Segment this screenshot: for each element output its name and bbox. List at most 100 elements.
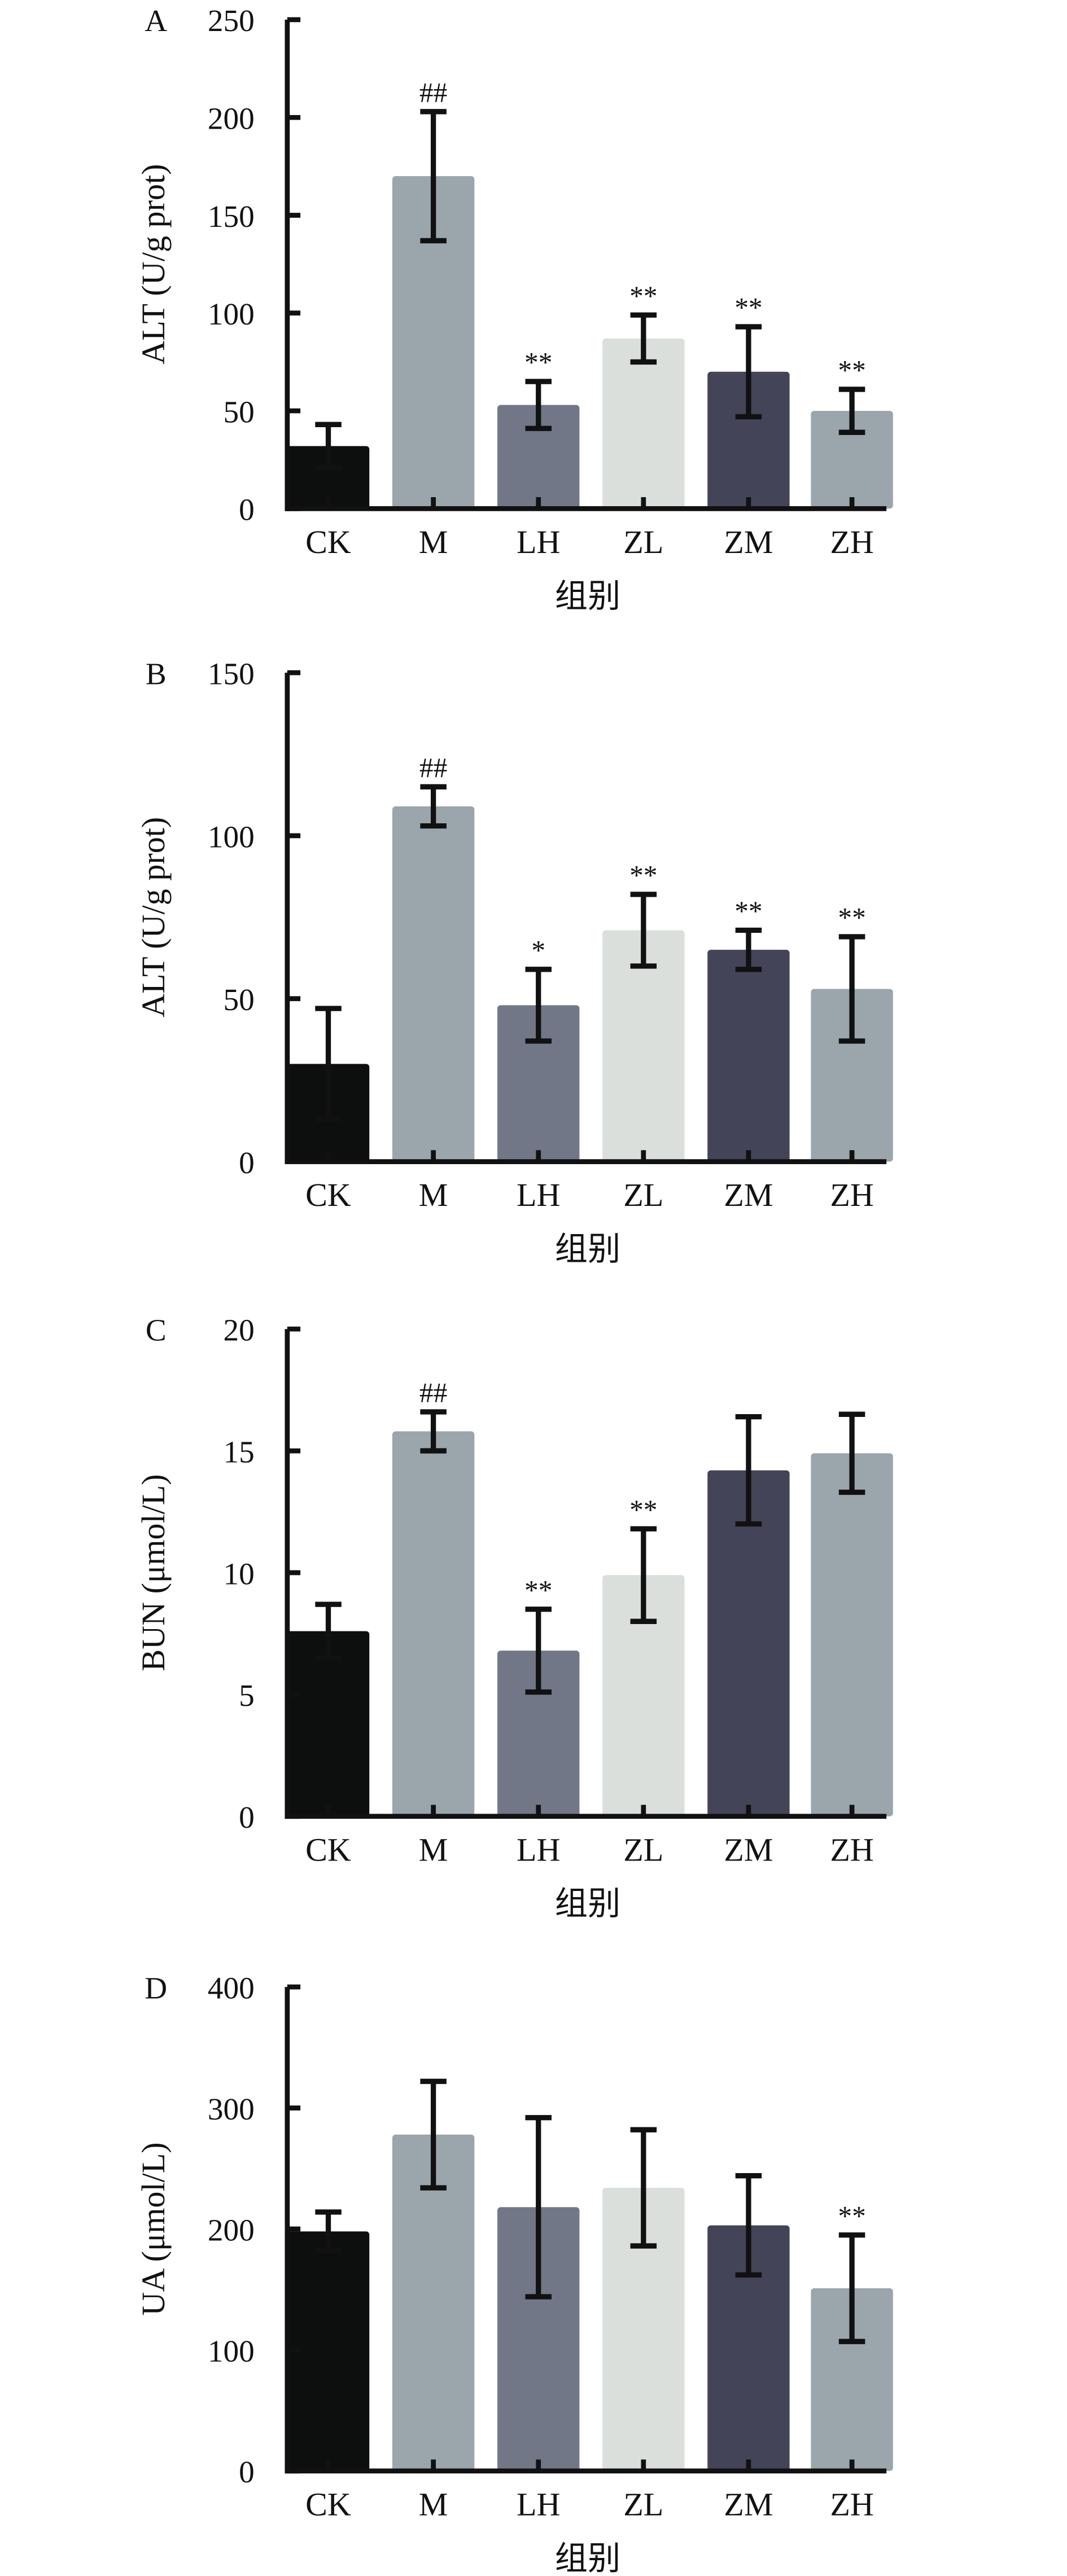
x-tick-label: ZH — [830, 1177, 874, 1213]
x-axis-label: 组别 — [555, 1231, 620, 1267]
error-bar — [420, 1409, 447, 1454]
error-bar — [838, 1411, 865, 1495]
y-tick-label: 10 — [223, 1556, 254, 1591]
y-tick-label: 50 — [223, 982, 254, 1017]
y-axis-label: ALT (U/g prot) — [135, 817, 172, 1017]
bar-zm — [707, 1470, 790, 1816]
y-tick-label: 100 — [208, 819, 255, 854]
y-tick-label: 50 — [223, 394, 254, 429]
bar-ck — [287, 446, 370, 509]
bar-zh — [811, 1453, 893, 1816]
error-bar — [630, 2127, 657, 2249]
x-tick-label: LH — [517, 524, 561, 560]
x-tick-label: ZM — [724, 2486, 773, 2522]
y-tick-label: 150 — [208, 656, 255, 691]
y-axis-label: BUN (μmol/L) — [135, 1474, 172, 1671]
x-axis-label: 组别 — [555, 2540, 620, 2576]
error-bar — [315, 1601, 342, 1661]
error-bar — [525, 2115, 552, 2299]
bar-ck — [287, 1631, 370, 1816]
y-tick-label: 150 — [208, 199, 255, 234]
panel-letter: C — [146, 1313, 167, 1348]
error-bar — [420, 784, 447, 829]
bar-zm — [707, 950, 790, 1162]
y-tick-label: 250 — [208, 3, 255, 38]
error-bar — [630, 892, 657, 969]
x-tick-label: ZH — [830, 2486, 874, 2522]
error-bar — [630, 312, 657, 365]
error-bar — [735, 324, 762, 420]
significance-label: ** — [734, 292, 762, 323]
bar-zl — [602, 2188, 685, 2471]
error-bar — [525, 967, 552, 1044]
x-tick-label: CK — [305, 1177, 351, 1213]
x-tick-label: ZM — [724, 1831, 773, 1868]
significance-label: ** — [629, 1494, 657, 1525]
y-tick-label: 400 — [208, 1971, 255, 2005]
bar-lh — [497, 405, 580, 509]
x-axis-label: 组别 — [555, 1885, 620, 1922]
panel-letter: B — [146, 656, 167, 691]
error-bar — [315, 422, 342, 471]
bar-ck — [287, 2231, 370, 2471]
bar-zl — [602, 338, 685, 509]
error-bar — [735, 927, 762, 972]
error-bar — [420, 109, 447, 244]
x-tick-label: ZL — [623, 1177, 663, 1213]
y-tick-label: 200 — [208, 2213, 255, 2247]
y-tick-label: 0 — [239, 493, 255, 527]
error-bar — [525, 379, 552, 431]
error-bar — [315, 2209, 342, 2254]
x-tick-label: M — [419, 2486, 448, 2522]
y-tick-label: 200 — [208, 102, 255, 136]
x-tick-label: CK — [305, 2486, 351, 2522]
x-tick-label: M — [419, 1177, 448, 1213]
significance-label: ** — [734, 896, 762, 927]
bar-zm — [707, 371, 790, 509]
bar-zh — [811, 989, 893, 1162]
bar-zh — [811, 411, 893, 509]
y-tick-label: 15 — [223, 1434, 254, 1469]
panel-d: D UA (μmol/L) CK M LH ZL ZM ** ZH 0 100 200 300 400 组别 — [135, 1971, 893, 2576]
error-bar — [838, 387, 865, 435]
bar-zl — [602, 930, 685, 1162]
x-tick-label: M — [419, 1831, 448, 1868]
bar-zl — [602, 1575, 685, 1816]
error-bar — [525, 1607, 552, 1695]
significance-label: ** — [524, 347, 552, 378]
panel-a: A ALT (U/g prot) CK ## M ** LH ** ZL ** ZM ** ZH 0 50 1… — [135, 3, 893, 615]
y-tick-label: 100 — [208, 2334, 255, 2368]
x-tick-label: ZM — [724, 524, 773, 560]
x-tick-label: ZL — [623, 2486, 663, 2522]
significance-label: ** — [838, 355, 865, 386]
x-tick-label: ZM — [724, 1177, 773, 1213]
bar-lh — [497, 2207, 580, 2471]
bar-lh — [497, 1651, 580, 1816]
y-axis-label: ALT (U/g prot) — [135, 164, 172, 364]
error-bar — [735, 2173, 762, 2278]
significance-label: ** — [838, 902, 865, 933]
x-tick-label: LH — [517, 1831, 561, 1868]
significance-label: ## — [419, 752, 447, 783]
y-tick-label: 20 — [223, 1313, 254, 1348]
significance-label: ** — [629, 280, 657, 311]
significance-label: * — [531, 934, 545, 966]
panel-c: C BUN (μmol/L) CK ## M ** LH ** ZL ZM ZH 0 5 10 15 20 组别 — [135, 1313, 893, 1922]
bar-m — [392, 806, 475, 1162]
error-bar — [630, 1526, 657, 1624]
significance-label: ** — [629, 859, 657, 890]
bar-m — [392, 1431, 475, 1816]
y-axis-label: UA (μmol/L) — [135, 2142, 172, 2315]
error-bar — [838, 934, 865, 1044]
y-tick-label: 300 — [208, 2092, 255, 2126]
x-tick-label: ZL — [623, 1831, 663, 1868]
y-tick-label: 0 — [239, 1800, 255, 1835]
bar-zh — [811, 2288, 893, 2471]
bar-m — [392, 2134, 475, 2471]
y-tick-label: 5 — [239, 1678, 255, 1713]
significance-label: ** — [524, 1574, 552, 1605]
x-tick-label: ZH — [830, 1831, 874, 1868]
error-bar — [420, 2078, 447, 2191]
bar-lh — [497, 1005, 580, 1162]
x-tick-label: CK — [305, 524, 351, 560]
